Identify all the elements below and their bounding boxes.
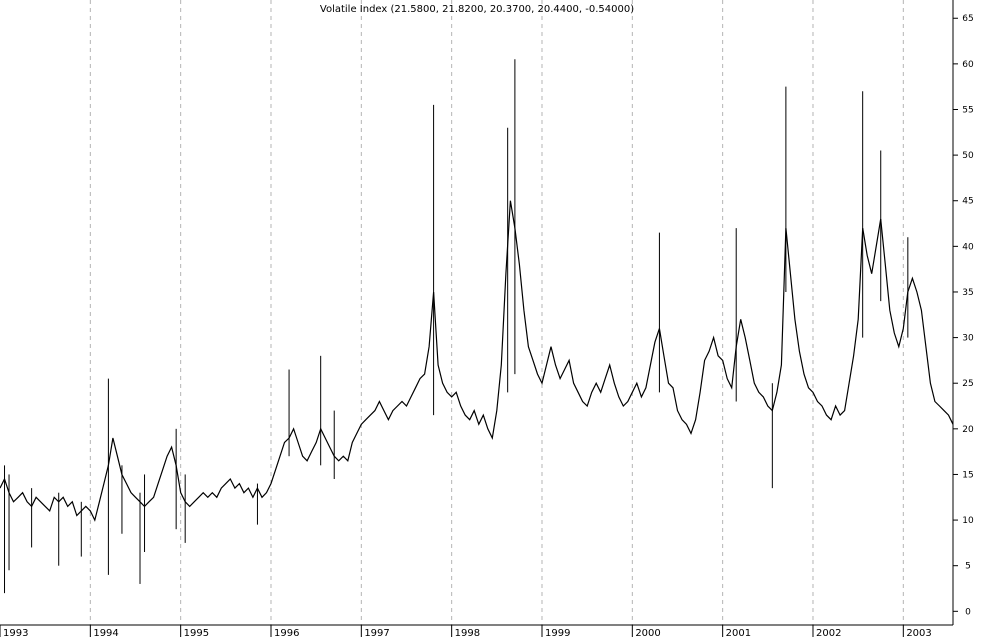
y-tick-label-40: 40 <box>962 242 974 252</box>
x-tick-label-1999: 1999 <box>545 628 570 638</box>
y-tick-label-45: 45 <box>962 197 973 207</box>
x-tick-label-1998: 1998 <box>455 628 480 638</box>
x-axis-ticks: 1993 1994 1995 1996 1997 1998 1999 2000 2001 2002… <box>0 625 932 638</box>
y-tick-label-5: 5 <box>965 562 971 572</box>
x-tick-label-2001: 2001 <box>726 628 751 638</box>
x-tick-label-2003: 2003 <box>906 628 931 638</box>
y-tick-label-65: 65 <box>962 14 973 24</box>
x-tick-label-1993: 1993 <box>3 628 28 638</box>
x-tick-label-2000: 2000 <box>635 628 660 638</box>
x-tick-label-1995: 1995 <box>184 628 209 638</box>
x-tick-label-2002: 2002 <box>816 628 841 638</box>
y-tick-label-30: 30 <box>962 334 974 344</box>
x-tick-label-1994: 1994 <box>93 628 118 638</box>
series-line-0 <box>0 200 954 522</box>
y-tick-label-0: 0 <box>965 607 971 617</box>
x-tick-label-1997: 1997 <box>364 628 389 638</box>
y-tick-label-25: 25 <box>962 379 973 389</box>
y-tick-label-10: 10 <box>962 516 974 526</box>
y-tick-label-35: 35 <box>962 288 973 298</box>
y-tick-label-60: 60 <box>962 60 974 70</box>
vertical-grid <box>89 0 904 625</box>
y-axis-ticks: 0 5 10 15 20 25 30 35 40 45 50 55 60 65 <box>953 14 974 617</box>
series-layer <box>0 59 954 594</box>
y-tick-label-50: 50 <box>962 151 974 161</box>
y-tick-label-20: 20 <box>962 425 974 435</box>
y-tick-label-15: 15 <box>962 470 973 480</box>
chart-title: Volatile Index (21.5800, 21.8200, 20.370… <box>320 4 634 15</box>
x-tick-label-1996: 1996 <box>274 628 299 638</box>
y-tick-label-55: 55 <box>962 105 973 115</box>
